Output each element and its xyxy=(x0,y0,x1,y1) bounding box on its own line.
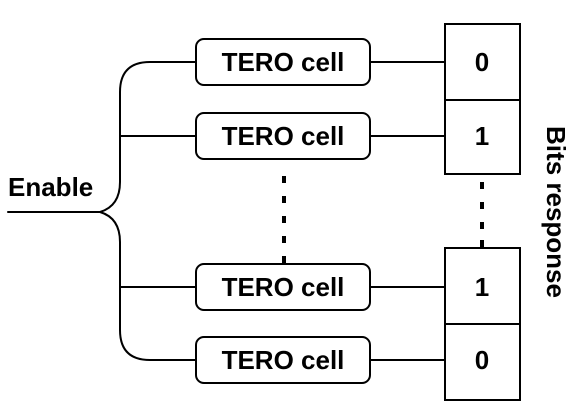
tero-cell-label: TERO cell xyxy=(222,121,345,151)
tero-cell-3: TERO cell xyxy=(195,263,371,311)
bit-box-1 xyxy=(444,23,521,101)
ellipsis-dot xyxy=(480,202,484,209)
bits-response-label: Bits response xyxy=(541,126,571,298)
ellipsis-dot xyxy=(480,222,484,229)
bits-column-upper xyxy=(444,23,521,175)
bit-value-4: 0 xyxy=(475,345,489,375)
ellipsis-dot xyxy=(282,216,286,223)
bit-box-3 xyxy=(444,247,521,325)
tero-cell-label: TERO cell xyxy=(222,345,345,375)
tero-cell-label: TERO cell xyxy=(222,272,345,302)
ellipsis-dot xyxy=(282,236,286,243)
ellipsis-dot xyxy=(282,256,286,263)
tero-cell-2: TERO cell xyxy=(195,112,371,160)
enable-bus xyxy=(7,61,197,361)
bus-upper-curve xyxy=(99,61,197,213)
tero-cell-label: TERO cell xyxy=(222,47,345,77)
output-wires xyxy=(370,61,445,361)
ellipsis-dot xyxy=(480,182,484,189)
bit-box-4 xyxy=(444,323,521,401)
bit-box-2 xyxy=(444,99,521,175)
bit-value-3: 1 xyxy=(475,272,489,302)
tero-cell-1: TERO cell xyxy=(195,38,371,86)
ellipsis-dot xyxy=(282,176,286,183)
tero-cell-4: TERO cell xyxy=(195,336,371,384)
bit-value-2: 1 xyxy=(475,121,489,151)
bit-value-1: 0 xyxy=(475,47,489,77)
cells-ellipsis xyxy=(282,176,286,263)
bits-ellipsis xyxy=(480,182,484,247)
ellipsis-dot xyxy=(282,196,286,203)
bus-lower-curve xyxy=(99,211,197,361)
enable-label: Enable xyxy=(8,172,93,202)
ellipsis-dot xyxy=(480,240,484,247)
bits-column-lower xyxy=(444,247,521,401)
